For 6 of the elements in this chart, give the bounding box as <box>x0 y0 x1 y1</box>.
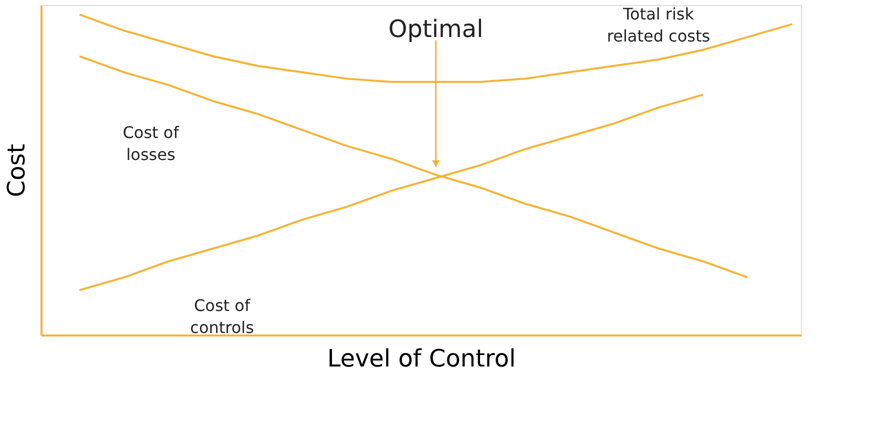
text: Cost of controls <box>190 296 254 338</box>
annotation: Optimal <box>388 15 484 44</box>
series-label: Total risk related costs <box>606 4 710 46</box>
text: Cost of losses <box>122 123 180 164</box>
x-axis-title: Level of Control <box>327 344 516 372</box>
y-axis-title: Cost <box>2 144 30 198</box>
